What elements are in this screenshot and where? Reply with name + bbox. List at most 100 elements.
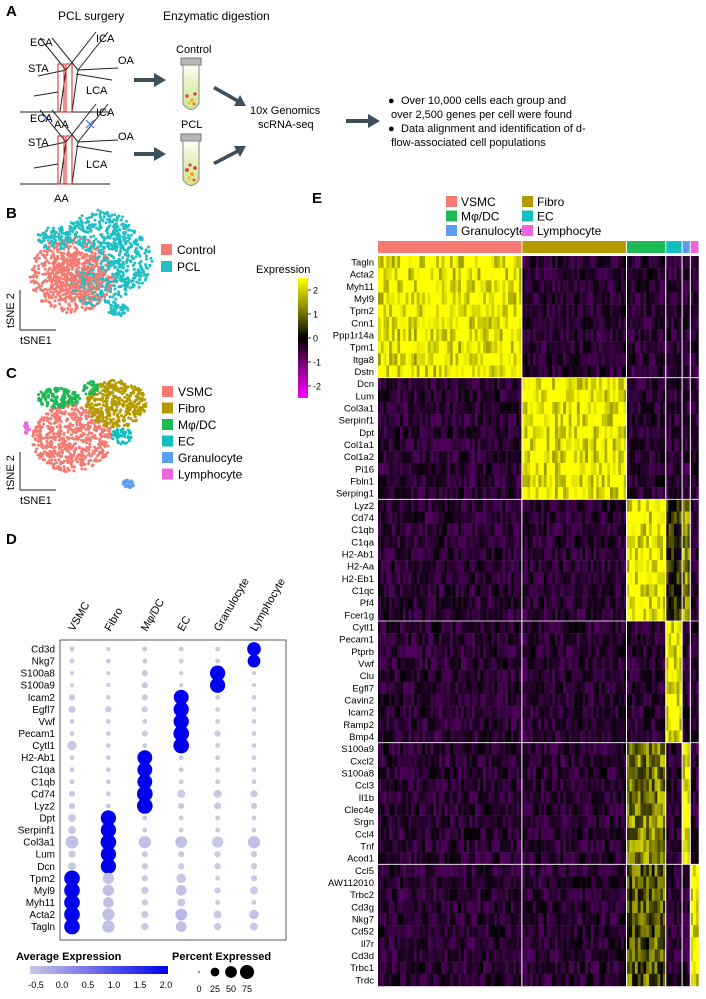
heatmap-cell xyxy=(502,389,506,403)
heatmap-cell xyxy=(488,304,492,318)
heatmap-cell xyxy=(444,316,448,330)
heatmap-cell xyxy=(485,438,489,451)
heatmap-cell xyxy=(416,280,420,293)
legend-swatch xyxy=(162,402,173,414)
heatmap-cell xyxy=(483,316,487,330)
heatmap-cell xyxy=(684,402,688,415)
heatmap-cell xyxy=(607,402,611,415)
heatmap-cell xyxy=(527,377,531,391)
heatmap-cell xyxy=(452,304,456,318)
dot-plot: VSMC Fibro Mφ/DC EC GranulocyteLymphocyteCd3… xyxy=(18,576,288,935)
tube-control xyxy=(180,57,202,110)
heatmap-cell xyxy=(587,316,592,330)
heatmap-cell xyxy=(612,402,616,415)
heatmap-cell xyxy=(485,256,489,269)
heatmap-cell xyxy=(574,292,578,305)
heatmap-cell xyxy=(673,365,677,378)
tsne-point xyxy=(97,298,101,302)
tsne-point xyxy=(46,226,50,230)
tsne-point xyxy=(92,392,96,396)
tsne-point xyxy=(103,288,107,292)
tsne-point xyxy=(43,291,47,295)
heatmap-cell xyxy=(502,377,506,391)
heatmap-cell xyxy=(660,256,664,269)
tsne-point xyxy=(144,248,148,252)
heatmap-cell xyxy=(684,365,688,378)
heatmap-cell xyxy=(416,353,420,366)
heatmap-cell xyxy=(510,426,514,439)
heatmap-cell xyxy=(444,256,448,269)
heatmap-cell xyxy=(695,414,699,427)
tsne-point xyxy=(39,425,43,429)
dotplot-dot xyxy=(214,851,221,858)
heatmap-cell xyxy=(474,280,478,293)
heatmap-cell xyxy=(527,268,531,281)
heatmap-cell xyxy=(684,353,688,366)
heatmap-cell xyxy=(474,304,478,318)
heatmap-cell xyxy=(397,316,401,330)
heatmap-cell xyxy=(380,438,384,451)
heatmap-cell xyxy=(579,389,583,403)
tsne-point xyxy=(46,436,50,440)
tsne-point xyxy=(70,238,74,242)
heatmap-cell xyxy=(466,256,470,269)
tsne-point xyxy=(111,437,115,441)
tsne-point xyxy=(136,243,140,247)
heatmap-cell xyxy=(651,268,655,281)
tsne-point xyxy=(80,464,84,467)
arrows xyxy=(134,73,380,165)
heatmap-cell xyxy=(552,280,556,293)
expression-colorbar-ticks: 210-1-2 xyxy=(308,286,321,392)
heatmap-cell xyxy=(541,292,545,305)
tsne-point xyxy=(127,398,131,401)
heatmap-cell xyxy=(604,292,608,305)
dotplot-dot xyxy=(68,705,76,713)
tsne-point xyxy=(41,280,45,284)
heatmap-cell xyxy=(394,389,398,403)
tsne-point xyxy=(107,267,111,271)
tsne-point xyxy=(60,246,64,250)
heatmap-cell xyxy=(408,292,412,305)
heatmap-cell xyxy=(646,377,650,391)
tsne-point xyxy=(125,441,129,445)
heatmap-cell xyxy=(480,377,484,391)
heatmap-cell xyxy=(441,280,445,293)
heatmap-cell xyxy=(378,426,382,439)
tsne-point xyxy=(96,397,100,401)
heatmap-cell xyxy=(541,426,545,439)
tsne-point xyxy=(62,404,66,407)
heatmap-cell xyxy=(474,316,478,330)
heatmap-cell xyxy=(383,292,387,305)
tsne-point xyxy=(117,241,121,244)
panel-b: B Control PCL tSNE1 tSNE 2 xyxy=(5,205,216,347)
heatmap-cell xyxy=(615,438,619,451)
tsne-point xyxy=(46,238,50,242)
heatmap-cell xyxy=(485,292,489,305)
heatmap-cell xyxy=(508,438,512,451)
tube-label-pcl: PCL xyxy=(181,119,202,131)
heatmap-cell xyxy=(408,316,412,330)
heatmap-cell xyxy=(538,365,542,378)
tsne-point xyxy=(114,244,118,248)
tsne-point xyxy=(106,396,110,400)
heatmap-cell xyxy=(643,402,647,415)
tsne-point xyxy=(77,257,81,261)
tsne-point xyxy=(93,408,97,411)
dotplot-dot xyxy=(69,646,75,652)
heatmap-cell xyxy=(590,377,594,391)
tsne-point xyxy=(117,311,121,315)
heatmap-cell xyxy=(422,304,426,318)
heatmap-cell xyxy=(541,438,545,451)
heatmap-cell xyxy=(563,389,567,403)
tsne-point xyxy=(81,246,85,250)
heatmap-cell xyxy=(508,389,512,403)
tsne-point xyxy=(33,438,37,442)
heatmap-cell xyxy=(684,377,688,391)
dotplot-dot xyxy=(251,767,257,773)
heatmap-cell xyxy=(530,292,534,305)
tsne-point xyxy=(82,388,86,392)
heatmap-cell xyxy=(673,353,677,366)
tsne-point xyxy=(126,394,130,398)
heatmap-cell xyxy=(610,256,614,269)
dotplot-dot xyxy=(105,719,111,724)
